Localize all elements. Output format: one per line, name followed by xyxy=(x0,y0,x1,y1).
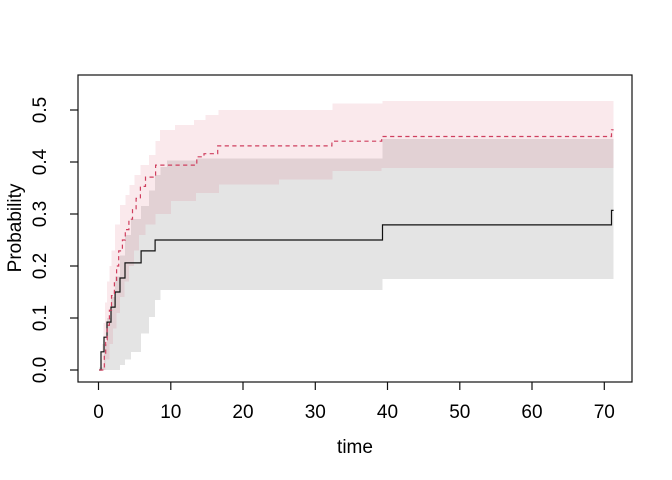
y-tick-label: 0.4 xyxy=(30,148,51,175)
group-2-confidence-band xyxy=(100,100,614,371)
y-tick-label: 0.2 xyxy=(30,253,51,279)
y-tick-label: 0.0 xyxy=(30,357,51,383)
x-axis-ticks: 0 10 20 30 40 50 60 70 xyxy=(93,382,615,423)
x-tick-label: 50 xyxy=(449,402,470,423)
x-tick-label: 20 xyxy=(232,402,253,423)
axes-layer: 0 10 20 30 40 50 60 70 0.00.10.20.30.40.5 time … xyxy=(5,74,633,458)
group-1-confidence-band xyxy=(99,139,614,370)
y-tick-label: 0.3 xyxy=(30,201,51,227)
confidence-bands-layer xyxy=(99,100,614,371)
x-tick-label: 0 xyxy=(93,402,104,423)
y-tick-label: 0.1 xyxy=(30,305,51,331)
group-2-estimate-curve xyxy=(99,129,614,371)
x-tick-label: 10 xyxy=(160,402,181,423)
y-axis-title: Probability xyxy=(5,183,26,272)
y-tick-label: 0.5 xyxy=(30,97,51,123)
estimate-curves-layer xyxy=(99,129,614,371)
x-tick-label: 70 xyxy=(594,402,615,423)
x-tick-label: 60 xyxy=(521,402,542,423)
x-tick-label: 30 xyxy=(305,402,326,423)
x-tick-label: 40 xyxy=(377,402,398,423)
group-1-estimate-curve xyxy=(99,209,614,371)
plot-box xyxy=(77,74,633,383)
x-axis-title: time xyxy=(337,437,373,458)
y-axis-ticks: 0.0 0.1 0.2 0.3 0.4 0.5 xyxy=(30,97,78,383)
